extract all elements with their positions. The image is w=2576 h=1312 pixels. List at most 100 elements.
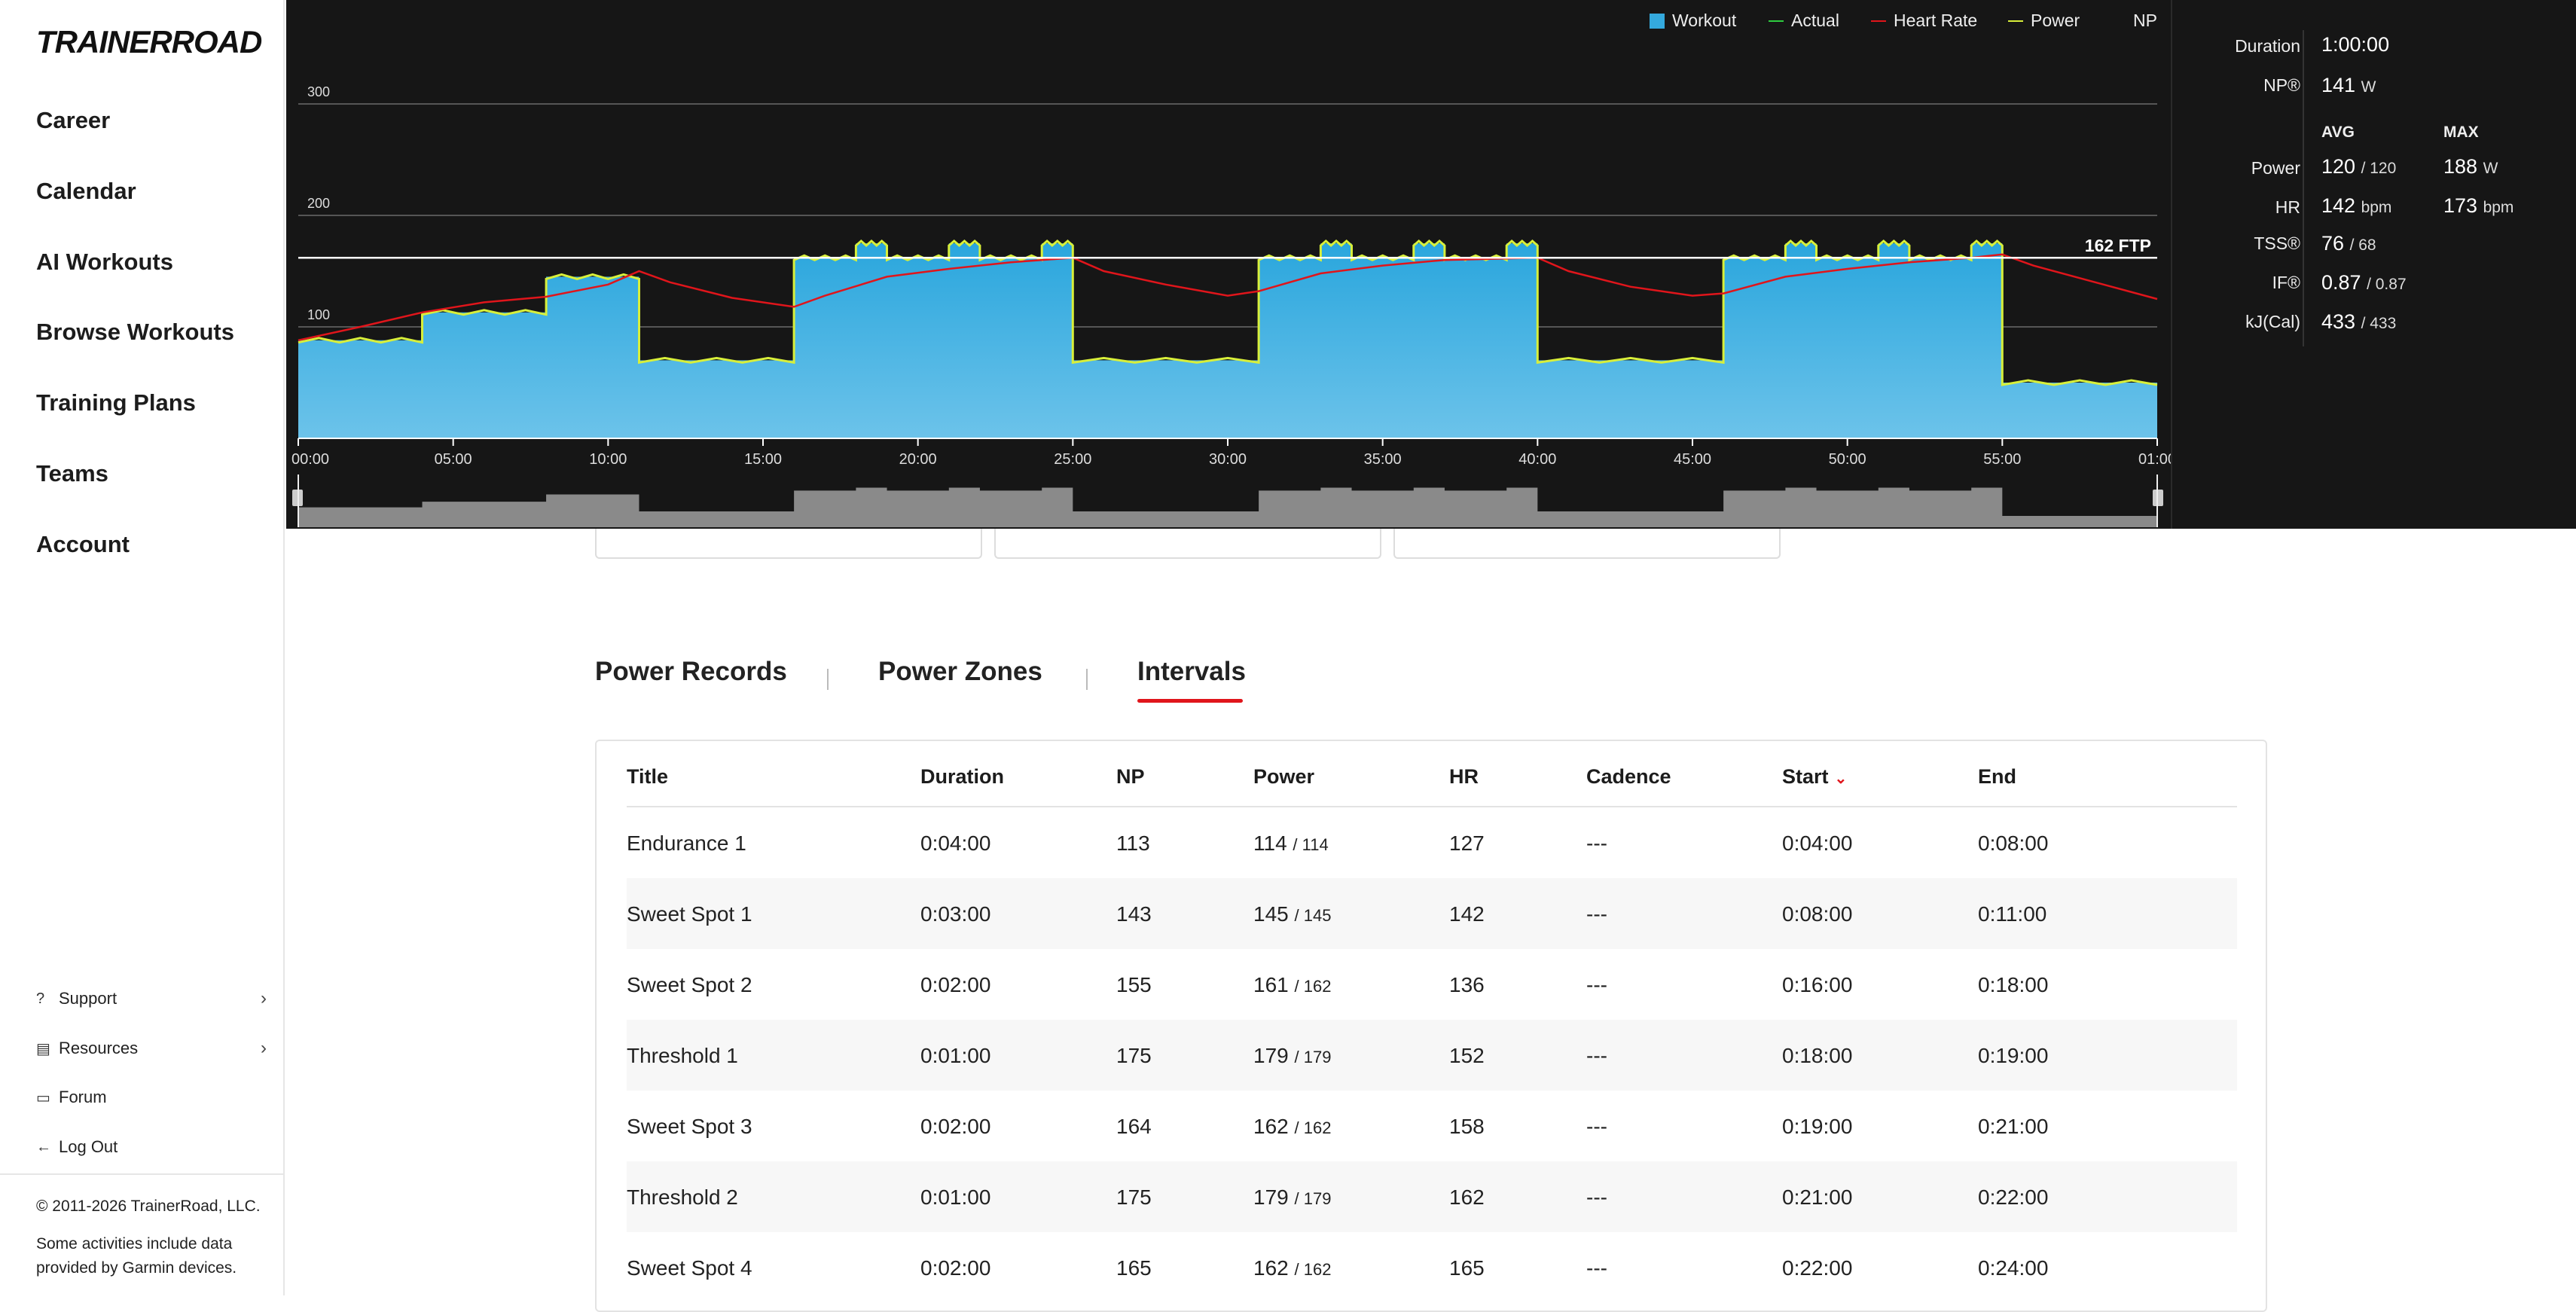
table-row[interactable]: Threshold 1 0:01:00 175 179 / 179 152 --- 0:18… xyxy=(627,1020,2237,1091)
resources-link[interactable]: ▤ Resources › xyxy=(36,1038,267,1059)
tss-avg: 76 / 68 xyxy=(2321,232,2376,255)
cell-title: Threshold 1 xyxy=(627,1044,738,1067)
avg-header: AVG xyxy=(2321,124,2355,141)
cell-np: 175 xyxy=(1116,1044,1152,1067)
cell-duration: 0:01:00 xyxy=(920,1044,991,1067)
table-row[interactable]: Sweet Spot 4 0:02:00 165 162 / 162 165 --- 0:2… xyxy=(627,1232,2237,1303)
col-start-label: Start xyxy=(1782,765,1829,788)
y-tick-label: 100 xyxy=(307,307,330,322)
power-avg-target: / 120 xyxy=(2361,160,2397,177)
col-np[interactable]: NP xyxy=(1116,765,1145,788)
logout-label: Log Out xyxy=(59,1137,118,1156)
kj-number: 433 xyxy=(2321,310,2356,333)
tss-number: 76 xyxy=(2321,232,2345,255)
active-tab-indicator xyxy=(1137,699,1243,703)
power-target: / 162 xyxy=(1294,977,1332,996)
cell-title: Sweet Spot 3 xyxy=(627,1115,752,1138)
table-row[interactable]: Sweet Spot 3 0:02:00 164 162 / 162 158 --- 0:1… xyxy=(627,1091,2237,1161)
if-target: / 0.87 xyxy=(2367,276,2407,293)
forum-link[interactable]: ▭ Forum xyxy=(36,1088,267,1107)
cell-start: 0:22:00 xyxy=(1782,1256,1853,1280)
hr-avg-number: 142 xyxy=(2321,194,2356,217)
cell-cadence: --- xyxy=(1586,973,1607,996)
cell-end: 0:18:00 xyxy=(1978,973,2049,996)
power-max-unit: W xyxy=(2483,160,2498,177)
max-header: MAX xyxy=(2443,124,2479,141)
nav-calendar[interactable]: Calendar xyxy=(36,178,136,204)
chevron-right-icon: › xyxy=(261,988,267,1008)
nav-career[interactable]: Career xyxy=(36,107,111,133)
cell-np: 175 xyxy=(1116,1185,1152,1209)
cell-power: 114 / 114 xyxy=(1253,831,1329,856)
kj-label: kJ(Cal) xyxy=(2245,312,2300,331)
cell-end: 0:24:00 xyxy=(1978,1256,2049,1280)
cell-duration: 0:04:00 xyxy=(920,831,991,855)
sidebar: TRAINERROAD Career Calendar AI Workouts … xyxy=(0,0,285,1295)
legend-heart-rate: Heart Rate xyxy=(1871,11,1977,31)
nav-ai-workouts[interactable]: AI Workouts xyxy=(36,249,173,275)
hr-label: HR xyxy=(2275,197,2300,217)
cell-hr: 136 xyxy=(1449,973,1485,996)
power-label: Power xyxy=(2251,158,2300,178)
book-icon: ▤ xyxy=(36,1040,50,1057)
table-header: Title Duration NP Power HR Cadence Start… xyxy=(627,741,2237,807)
legend-box-icon xyxy=(1650,13,1665,29)
x-tick-label: 35:00 xyxy=(1364,451,1402,468)
cell-power: 179 / 179 xyxy=(1253,1185,1331,1210)
tab-intervals[interactable]: Intervals xyxy=(1137,657,1246,686)
col-hr[interactable]: HR xyxy=(1449,765,1479,788)
col-title[interactable]: Title xyxy=(627,765,669,788)
col-end[interactable]: End xyxy=(1978,765,2016,788)
x-tick-label: 40:00 xyxy=(1518,451,1556,468)
cell-hr: 165 xyxy=(1449,1256,1485,1280)
power-value: 179 xyxy=(1253,1185,1289,1209)
nav-teams[interactable]: Teams xyxy=(36,460,108,487)
workout-chart[interactable]: 100 200 300 162 FTP 00:00 05:00 10:00 15:00 20:0… xyxy=(286,0,2171,529)
cell-power: 145 / 145 xyxy=(1253,902,1331,926)
tss-label: TSS® xyxy=(2254,233,2300,253)
cell-hr: 152 xyxy=(1449,1044,1485,1067)
cell-hr: 127 xyxy=(1449,831,1485,855)
np-value: 141 W xyxy=(2321,74,2376,97)
sort-desc-icon: ⌄ xyxy=(1834,770,1848,787)
power-target: / 162 xyxy=(1294,1118,1332,1137)
power-value: 161 xyxy=(1253,973,1289,996)
legend-line-icon xyxy=(2008,20,2023,22)
x-tick-label: 45:00 xyxy=(1674,451,1711,468)
nav-training-plans[interactable]: Training Plans xyxy=(36,389,196,416)
table-row[interactable]: Sweet Spot 2 0:02:00 155 161 / 162 136 --- 0:1… xyxy=(627,949,2237,1020)
legend-line-icon xyxy=(1871,20,1886,22)
trainerroad-logo[interactable]: TRAINERROAD xyxy=(36,24,262,59)
table-row[interactable]: Threshold 2 0:01:00 175 179 / 179 162 --- 0:21… xyxy=(627,1161,2237,1232)
support-link[interactable]: ? Support › xyxy=(36,988,267,1009)
col-start[interactable]: Start ⌄ xyxy=(1782,765,1847,789)
power-value: 145 xyxy=(1253,902,1289,926)
table-row[interactable]: Sweet Spot 1 0:03:00 143 145 / 145 142 --- 0:0… xyxy=(627,878,2237,949)
col-duration[interactable]: Duration xyxy=(920,765,1004,788)
resources-label: Resources xyxy=(59,1039,139,1057)
x-tick-label: 20:00 xyxy=(899,451,937,468)
x-tick-label: 50:00 xyxy=(1829,451,1866,468)
cell-np: 165 xyxy=(1116,1256,1152,1280)
cell-power: 162 / 162 xyxy=(1253,1256,1331,1280)
cell-end: 0:08:00 xyxy=(1978,831,2049,855)
kj-avg: 433 / 433 xyxy=(2321,310,2396,334)
tab-power-zones[interactable]: Power Zones xyxy=(878,657,1042,686)
stats-divider xyxy=(2303,30,2304,346)
cell-end: 0:19:00 xyxy=(1978,1044,2049,1067)
col-power[interactable]: Power xyxy=(1253,765,1315,788)
nav-browse-workouts[interactable]: Browse Workouts xyxy=(36,319,234,345)
cell-end: 0:21:00 xyxy=(1978,1115,2049,1138)
ftp-label: 162 FTP xyxy=(2085,236,2151,255)
cell-power: 162 / 162 xyxy=(1253,1115,1331,1139)
workout-chart-panel[interactable]: 100 200 300 162 FTP 00:00 05:00 10:00 15:00 20:0… xyxy=(286,0,2171,529)
cell-end: 0:11:00 xyxy=(1978,902,2047,926)
cell-start: 0:08:00 xyxy=(1782,902,1853,926)
col-cadence[interactable]: Cadence xyxy=(1586,765,1671,788)
cell-cadence: --- xyxy=(1586,1044,1607,1067)
if-number: 0.87 xyxy=(2321,271,2361,294)
nav-account[interactable]: Account xyxy=(36,531,130,557)
table-row[interactable]: Endurance 1 0:04:00 113 114 / 114 127 --- 0:04… xyxy=(627,807,2237,878)
logout-link[interactable]: ← Log Out xyxy=(36,1137,267,1157)
tab-power-records[interactable]: Power Records xyxy=(595,657,787,686)
